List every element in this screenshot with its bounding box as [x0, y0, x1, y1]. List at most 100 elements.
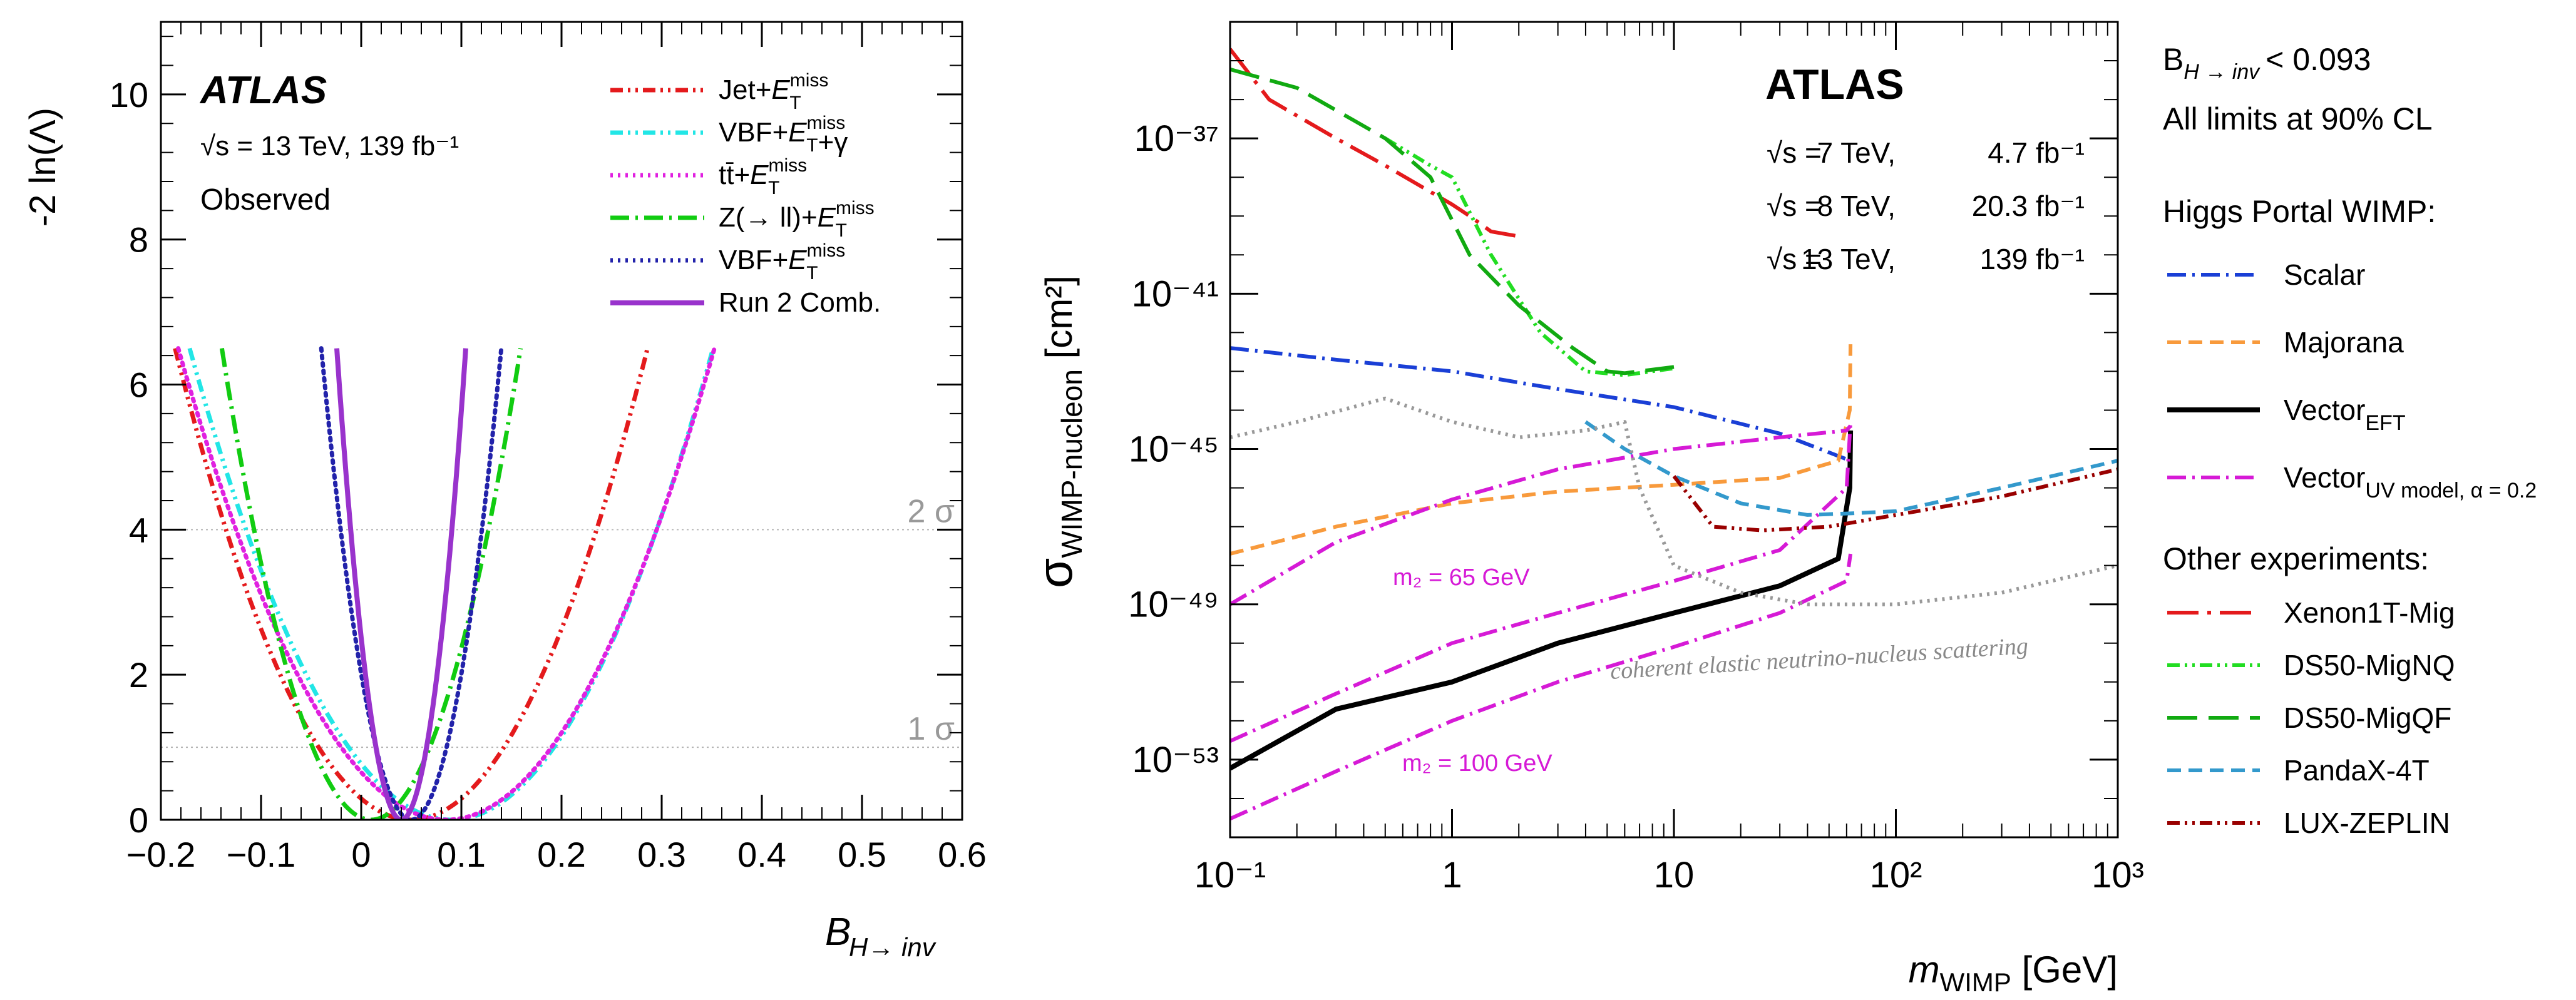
legend-sub: EFT	[2365, 411, 2405, 435]
energy-value: 8 TeV,	[1817, 190, 1896, 222]
right-y-tick-label: 10⁻⁴⁵	[1129, 429, 1219, 470]
legend-cl: All limits at 90% CL	[2163, 101, 2433, 136]
legend-text-part: VBF+	[719, 117, 788, 148]
legend-text-part: VBF+	[719, 245, 788, 275]
annotation-m2-65: m₂ = 65 GeV	[1393, 564, 1530, 591]
left-x-tick-label: 0.2	[537, 835, 586, 874]
etmiss-e: E	[788, 117, 807, 148]
x-axis-label-sub: H→ inv	[849, 932, 937, 962]
likelihood-curve-1	[173, 347, 650, 820]
legend-text-part: Run 2 Comb.	[719, 287, 881, 318]
legend-text-part: tt̄+	[719, 160, 750, 190]
left-legend-label-1: Jet+Emiss T	[719, 70, 828, 113]
limit-curve-5	[1230, 553, 1853, 821]
right-legend: BH → inv < 0.093 All limits at 90% CL Hig…	[2163, 42, 2537, 839]
limit-curve-3	[1230, 430, 1854, 771]
likelihood-curves	[173, 346, 717, 820]
etmiss-e: E	[750, 160, 769, 190]
right-y-tick-label: 10⁻⁴⁹	[1128, 584, 1219, 625]
limit-curve-11	[1672, 467, 2118, 533]
left-x-tick-label: 0.4	[737, 835, 786, 874]
right-y-tick-label: 10⁻⁵³	[1132, 740, 1219, 780]
higgs-legend-label-3: VectorEFT	[2284, 394, 2406, 435]
left-x-tick-label: −0.2	[126, 835, 196, 874]
annotation-m2-100: m₂ = 100 GeV	[1402, 750, 1552, 777]
annotation-neutrino-floor: coherent elastic neutrino-nucleus scatte…	[1609, 633, 2029, 685]
right-energy-table: √s =7 TeV, 4.7 fb⁻¹√s =8 TeV, 20.3 fb⁻¹√s …	[1767, 136, 2085, 275]
energy-sqrt-s: √s =	[1767, 136, 1822, 169]
left-status-label: Observed	[200, 183, 331, 217]
left-y-tick-label: 2	[129, 655, 148, 695]
left-axis-ticks: −0.2 −0.1 0 0.1 0.2 0.3 0.4 0.5 0.6 0 2 4 6 8 10	[110, 22, 987, 874]
legend-name: Scalar	[2284, 258, 2365, 291]
limit-curve-10	[1584, 420, 2118, 517]
left-x-tick-label: 0.6	[938, 835, 987, 874]
right-x-tick-label: 10⁻¹	[1194, 855, 1266, 895]
legend-b-value: < 0.093	[2266, 42, 2371, 77]
etmiss-sup: miss	[807, 113, 846, 133]
legend-name: Majorana	[2284, 326, 2404, 359]
xlabel-sub: WIMP	[1940, 967, 2011, 997]
other-legend-label-1: Xenon1T-Mig	[2284, 596, 2455, 629]
legend-text-part: +γ	[818, 127, 848, 158]
x-axis-label-b: B	[825, 911, 851, 954]
likelihood-curve-2	[187, 347, 716, 820]
etmiss-sup: miss	[769, 155, 808, 176]
etmiss-sub: T	[768, 178, 779, 198]
left-y-tick-label: 0	[129, 800, 148, 840]
energy-lumi: 20.3 fb⁻¹	[1972, 190, 2085, 222]
likelihood-curve-5	[319, 346, 504, 820]
limit-curve-9	[1230, 67, 1675, 375]
right-y-tick-label: 10⁻³⁷	[1134, 118, 1219, 159]
legend-name: Vector	[2284, 394, 2365, 426]
etmiss-e: E	[788, 245, 807, 275]
right-chart: 10⁻¹ 1 10 10² 10³ 10⁻⁵³ 10⁻⁴⁹ 10⁻⁴⁵ 10⁻⁴¹ 10⁻³⁷ A…	[1027, 21, 2537, 997]
limit-curve-7	[1230, 48, 1519, 238]
ylabel-subscript: WIMP-nucleon	[1055, 369, 1088, 558]
legend-other-title: Other experiments:	[2163, 541, 2429, 576]
left-legend-label-2: VBF+Emiss T+γ	[719, 113, 848, 158]
left-energy-label: √s = 13 TeV, 139 fb⁻¹	[200, 131, 459, 161]
etmiss-e: E	[771, 74, 790, 105]
energy-value: 7 TeV,	[1817, 136, 1896, 169]
other-legend-label-3: DS50-MigQF	[2284, 702, 2451, 734]
energy-lumi: 4.7 fb⁻¹	[1988, 136, 2085, 169]
legend-name: DS50-MigQF	[2284, 702, 2451, 734]
sigma-label-2: 1 σ	[908, 711, 955, 747]
higgs-legend-label-4: VectorUV model, α = 0.2	[2284, 461, 2537, 503]
likelihood-curve-6	[334, 348, 468, 820]
left-chart: 2 σ 1 σ −0.2 −0.1 0 0.1 0.2 0.3 0.4 0.5 0.6 0 2 4 6 8 1…	[23, 21, 987, 962]
legend-name: LUX-ZEPLIN	[2284, 807, 2450, 839]
energy-lumi: 139 fb⁻¹	[1980, 243, 2085, 275]
left-x-tick-label: 0	[351, 835, 371, 874]
energy-sqrt-s: √s =	[1767, 190, 1822, 222]
left-x-tick-label: 0.1	[437, 835, 486, 874]
legend-name: Vector	[2284, 461, 2365, 494]
ylabel-sigma: σ	[1027, 558, 1082, 588]
left-x-axis-label: B H→ inv	[825, 911, 937, 962]
limit-curve-2	[1230, 344, 1853, 556]
etmiss-sub: T	[806, 263, 818, 283]
xlabel-m: m	[1909, 949, 1940, 991]
legend-b-sub: H → inv	[2183, 60, 2260, 84]
legend-name: Xenon1T-Mig	[2284, 596, 2455, 629]
etmiss-sup: miss	[807, 240, 846, 261]
left-y-tick-label: 4	[129, 510, 148, 549]
left-y-axis-label: -2 ln(Λ)	[23, 108, 63, 227]
reference-lines: 2 σ 1 σ	[161, 493, 962, 748]
right-x-axis-label: mWIMP [GeV]	[1909, 949, 2118, 997]
higgs-legend-label-2: Majorana	[2284, 326, 2404, 359]
etmiss-e: E	[818, 202, 836, 233]
ylabel-unit: [cm²]	[1038, 275, 1080, 369]
left-atlas-label: ATLAS	[199, 69, 327, 112]
etmiss-sup: miss	[836, 198, 875, 218]
energy-value: 13 TeV,	[1801, 243, 1896, 275]
left-y-tick-label: 10	[110, 75, 148, 115]
legend-b: B	[2163, 42, 2183, 77]
left-x-tick-label: −0.1	[227, 835, 296, 874]
legend-name: PandaX-4T	[2284, 754, 2430, 787]
legend-name: DS50-MigNQ	[2284, 649, 2455, 681]
